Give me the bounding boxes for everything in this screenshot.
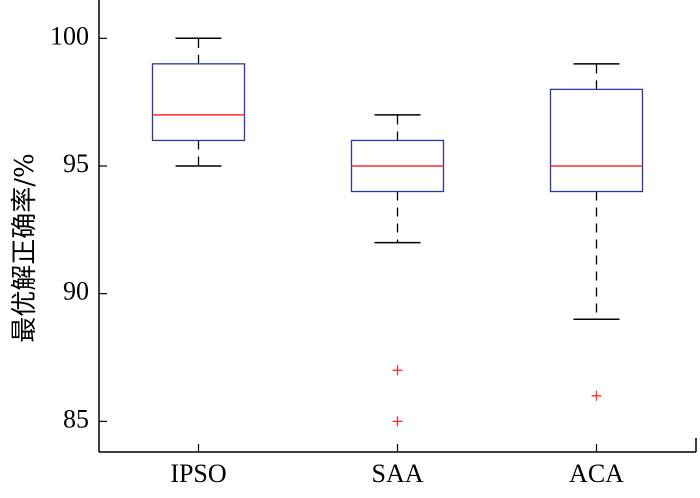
box-ipso — [151, 37, 246, 167]
y-tick-label: 100 — [50, 21, 89, 50]
outlier-marker — [392, 416, 403, 427]
x-tick-label-ipso: IPSO — [170, 459, 226, 488]
y-tick-label: 85 — [63, 404, 89, 433]
box-aca — [549, 63, 644, 401]
iqr-box — [549, 88, 644, 193]
x-tick-label-aca: ACA — [569, 459, 624, 488]
boxes — [151, 37, 644, 427]
y-ticks: 85 90 95 100 — [50, 21, 107, 433]
y-tick-label: 95 — [63, 149, 89, 178]
iqr-box — [151, 63, 246, 142]
outlier-marker — [591, 390, 602, 401]
x-ticks: IPSO SAA ACA — [170, 444, 624, 488]
y-tick-label: 90 — [63, 277, 89, 306]
x-tick-label-saa: SAA — [371, 459, 423, 488]
box-saa — [350, 114, 445, 427]
outlier-marker — [392, 365, 403, 376]
y-axis-title: 最优解正确率/% — [10, 153, 40, 342]
